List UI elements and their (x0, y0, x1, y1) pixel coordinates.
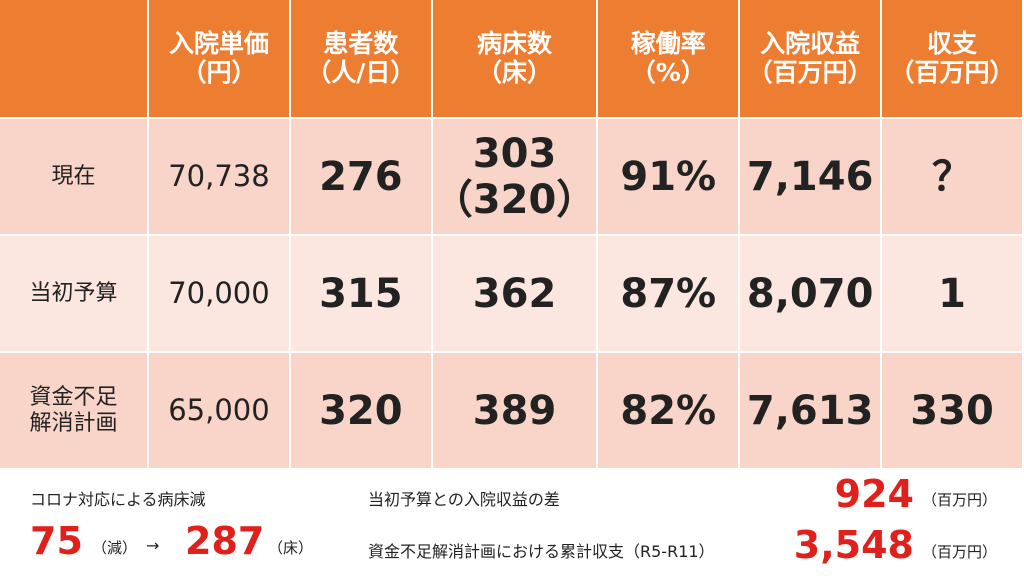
row-label-line: 当初予算 (29, 280, 118, 306)
cell-text: 7,613 (746, 387, 874, 434)
cell: 362 (432, 236, 597, 351)
column-header: 収支 （百万円） (882, 0, 1022, 117)
cell: 315 (290, 236, 431, 351)
note-value: 75 (30, 519, 83, 563)
column-unit: （円） (181, 57, 257, 87)
note-value: 3,548 (793, 523, 914, 567)
cell: 389 (432, 353, 597, 468)
cell: 8,070 (740, 236, 881, 351)
cell-text: 87% (620, 270, 717, 317)
cell: 1 (882, 236, 1022, 351)
column-unit: （百万円） (747, 57, 873, 87)
header-corner (0, 0, 147, 117)
cell: 70,000 (149, 236, 289, 351)
column-header: 病床数 （床） (432, 0, 597, 117)
column-unit: （人/日） (306, 57, 416, 87)
cell: 65,000 (149, 353, 289, 468)
cell-text: 70,738 (168, 158, 270, 193)
cell-text: 315 (319, 270, 403, 317)
cell: 91% (598, 119, 739, 234)
column-unit: （床） (477, 57, 553, 87)
cell: 276 (290, 119, 431, 234)
column-unit: （百万円） (889, 57, 1015, 87)
note-label: 資金不足解消計画における累計収支（R5-R11） (368, 542, 715, 561)
note-unit: （百万円） (922, 491, 998, 509)
note-value: 924 (834, 472, 914, 516)
row-label: 資金不足 解消計画 (0, 353, 147, 468)
cell-text: 91% (620, 153, 717, 200)
column-name: 収支 (927, 28, 978, 58)
cell: 70,738 (149, 119, 289, 234)
cell-text: （320） (432, 176, 597, 223)
cell-text: ？ (932, 153, 973, 200)
cell: 82% (598, 353, 739, 468)
cell-text: 65,000 (168, 392, 270, 427)
cell-text: 82% (620, 387, 717, 434)
note-label: 当初予算との入院収益の差 (368, 490, 560, 509)
row-label-line: 資金不足 (29, 385, 118, 411)
column-name: 病床数 (477, 28, 553, 58)
column-unit: （%） (630, 57, 706, 87)
column-name: 患者数 (323, 28, 399, 58)
row-label-line: 現在 (51, 163, 96, 189)
cell: ？ (882, 119, 1022, 234)
cell-text: 8,070 (746, 270, 874, 317)
table: 入院単価 （円） 患者数 （人/日） 病床数 （床） 稼働率 （%） 入院収益 （百万円） 収支 （百… (0, 0, 1022, 468)
column-name: 入院単価 (168, 28, 269, 58)
row-label: 当初予算 (0, 236, 147, 351)
cell-text: 1 (938, 270, 966, 317)
row-label-line: 解消計画 (29, 410, 118, 436)
cell-text: 320 (319, 387, 403, 434)
cell-text: 303 (472, 130, 557, 177)
cell: 330 (882, 353, 1022, 468)
arrow: → (146, 536, 160, 555)
cell: 87% (598, 236, 739, 351)
note-title: コロナ対応による病床減 (30, 490, 206, 509)
cell-text: 330 (910, 387, 994, 434)
column-name: 入院収益 (760, 28, 861, 58)
note-unit: （床） (268, 539, 314, 557)
cell: 7,613 (740, 353, 881, 468)
cell-text: 362 (472, 270, 557, 317)
note-value: 287 (185, 519, 265, 563)
cell: 7,146 (740, 119, 881, 234)
cell: 303 （320） (432, 119, 597, 234)
cell-text: 276 (319, 153, 403, 200)
column-header: 患者数 （人/日） (290, 0, 431, 117)
cell: 320 (290, 353, 431, 468)
column-header: 入院単価 （円） (149, 0, 289, 117)
note-unit: （百万円） (922, 543, 998, 561)
row-label: 現在 (0, 119, 147, 234)
column-header: 稼働率 （%） (598, 0, 739, 117)
cell-text: 70,000 (168, 275, 270, 310)
note-unit: （減） (92, 539, 138, 557)
cell-text: 389 (472, 387, 557, 434)
column-name: 稼働率 (630, 28, 706, 58)
column-header: 入院収益 （百万円） (740, 0, 881, 117)
cell-text: 7,146 (746, 153, 874, 200)
